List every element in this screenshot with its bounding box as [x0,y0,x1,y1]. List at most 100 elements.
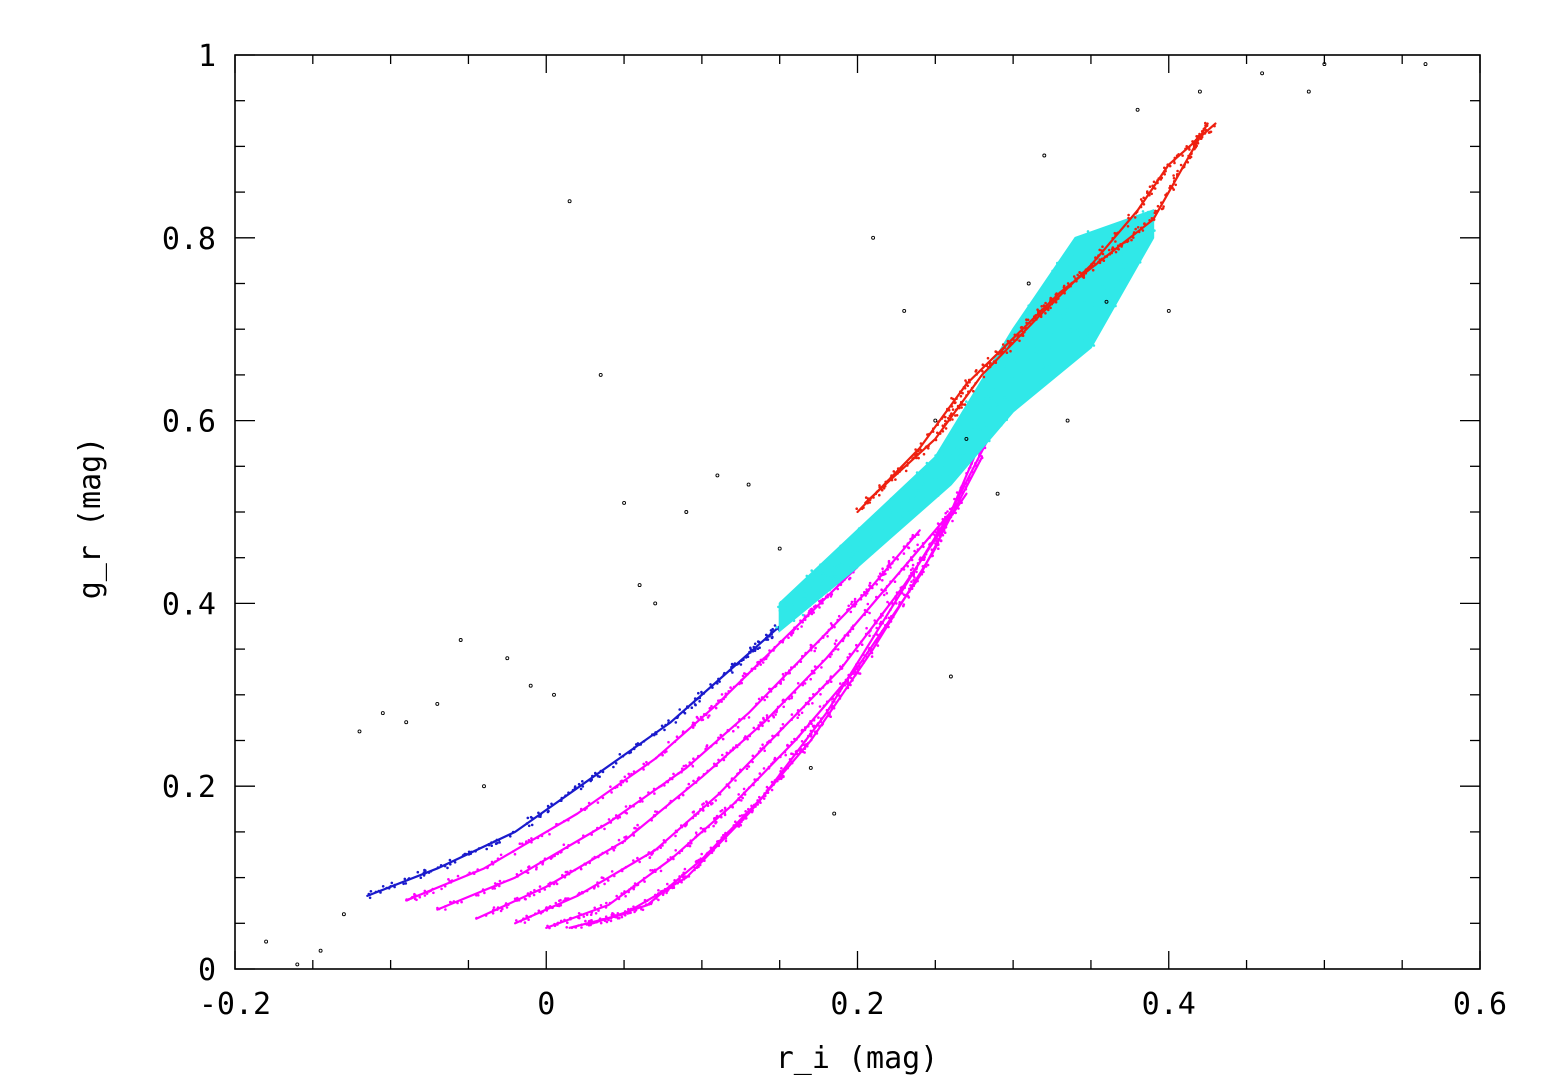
data-point [724,839,728,843]
data-point [809,646,813,649]
curve [366,611,797,897]
data-point [667,740,670,744]
data-point [974,382,977,385]
data-point [955,462,958,466]
data-point [1092,344,1096,347]
data-point [846,676,850,680]
data-point [634,909,638,912]
data-point [891,509,894,512]
data-point [852,624,855,627]
data-point [1078,244,1081,247]
data-point [663,887,667,891]
data-point [910,571,913,575]
series-3 [855,121,1217,514]
data-point [487,843,491,846]
data-point [803,618,807,622]
data-point [717,758,720,762]
data-point [842,637,846,640]
data-point [879,487,883,490]
data-point [523,897,527,901]
data-point [866,524,869,528]
data-point [782,705,785,709]
data-point [964,487,968,491]
data-point [801,750,805,754]
data-point [1075,286,1078,290]
data-point [896,467,900,470]
data-point [653,814,657,818]
data-point [986,408,989,411]
data-point [772,711,776,714]
data-point [875,515,878,518]
data-point [452,900,456,903]
data-point [505,656,510,661]
data-point [886,479,890,483]
data-point [862,506,865,510]
data-point [1084,268,1088,272]
data-point [594,771,597,775]
data-point [917,489,920,492]
data-point [701,803,704,806]
data-point [1110,251,1113,255]
data-point [963,446,967,450]
data-point [1147,216,1150,219]
data-point [1136,226,1140,229]
data-point [734,662,737,666]
data-point [926,563,930,567]
data-point [893,580,897,583]
data-point [985,363,988,367]
data-point [665,750,668,753]
data-point [1054,293,1058,296]
data-point [837,566,841,570]
data-point [681,873,684,877]
data-point [389,885,393,888]
data-point [1066,307,1069,311]
data-point [974,416,978,420]
data-point [818,687,821,691]
data-point [767,653,770,657]
data-point [628,911,631,915]
data-point [632,859,635,862]
data-point [850,671,853,675]
data-point [810,607,814,611]
data-point [618,753,622,756]
data-point [464,852,468,856]
data-point [569,869,572,873]
data-point [599,769,603,773]
data-point [708,707,712,710]
data-point [706,769,709,773]
data-point [783,750,787,754]
data-point [932,532,935,536]
data-point [762,797,766,800]
data-point [1037,311,1040,315]
data-point [766,634,769,638]
data-point [1122,267,1125,271]
data-point [1085,335,1089,338]
data-point [1081,319,1084,323]
data-point [887,559,891,563]
data-point [720,693,724,696]
data-point [900,506,903,510]
data-point [404,720,409,725]
data-point [941,517,945,521]
data-point [807,734,810,738]
data-point [664,840,667,844]
data-point [444,905,447,908]
data-point [461,854,465,857]
data-point [644,900,647,903]
data-point [699,858,702,862]
data-point [714,763,718,766]
data-point [638,860,641,864]
data-point [770,780,774,784]
data-point [1049,299,1052,303]
data-point [526,892,530,895]
data-point [821,597,825,601]
data-point [796,596,800,599]
data-point [671,855,675,859]
data-point [1182,165,1186,169]
data-point [437,907,441,911]
data-point [726,784,730,788]
data-point [830,653,833,656]
data-point [902,552,906,555]
data-point [628,774,632,778]
